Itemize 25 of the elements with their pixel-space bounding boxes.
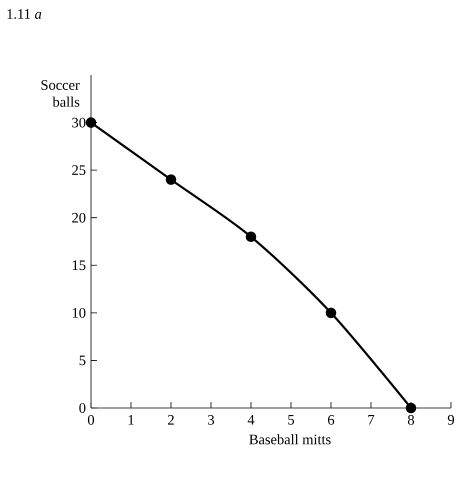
x-tick-label: 6 xyxy=(328,415,334,425)
x-tick-label: 4 xyxy=(248,415,254,425)
y-tick-label: 0 xyxy=(79,403,86,413)
y-tick-label: 30 xyxy=(72,118,86,128)
x-tick-label: 7 xyxy=(368,414,374,424)
x-tick-label: 1 xyxy=(128,414,134,425)
x-tick-label: 0 xyxy=(88,415,94,425)
y-tick-label: 25 xyxy=(72,165,86,175)
x-tick-label: 9 xyxy=(448,415,454,425)
point xyxy=(166,174,176,185)
y-axis-title: Soccer balls xyxy=(41,80,80,107)
y-tick-label: 5 xyxy=(80,356,86,366)
x-tick-label: 5 xyxy=(288,414,294,425)
chart-title: 1.11 a xyxy=(7,9,42,19)
x-tick-label: 3 xyxy=(208,415,214,425)
y-tick-label: 15 xyxy=(72,260,86,270)
x-axis-title: Baseball mitts xyxy=(249,434,331,444)
point xyxy=(246,231,256,242)
x-tick-label: 2 xyxy=(168,415,174,425)
x-tick-label: 8 xyxy=(408,415,414,425)
point xyxy=(326,308,336,318)
point xyxy=(86,117,96,128)
y-tick-label: 20 xyxy=(72,212,86,223)
point xyxy=(406,402,416,414)
y-tick-label: 10 xyxy=(72,308,86,318)
